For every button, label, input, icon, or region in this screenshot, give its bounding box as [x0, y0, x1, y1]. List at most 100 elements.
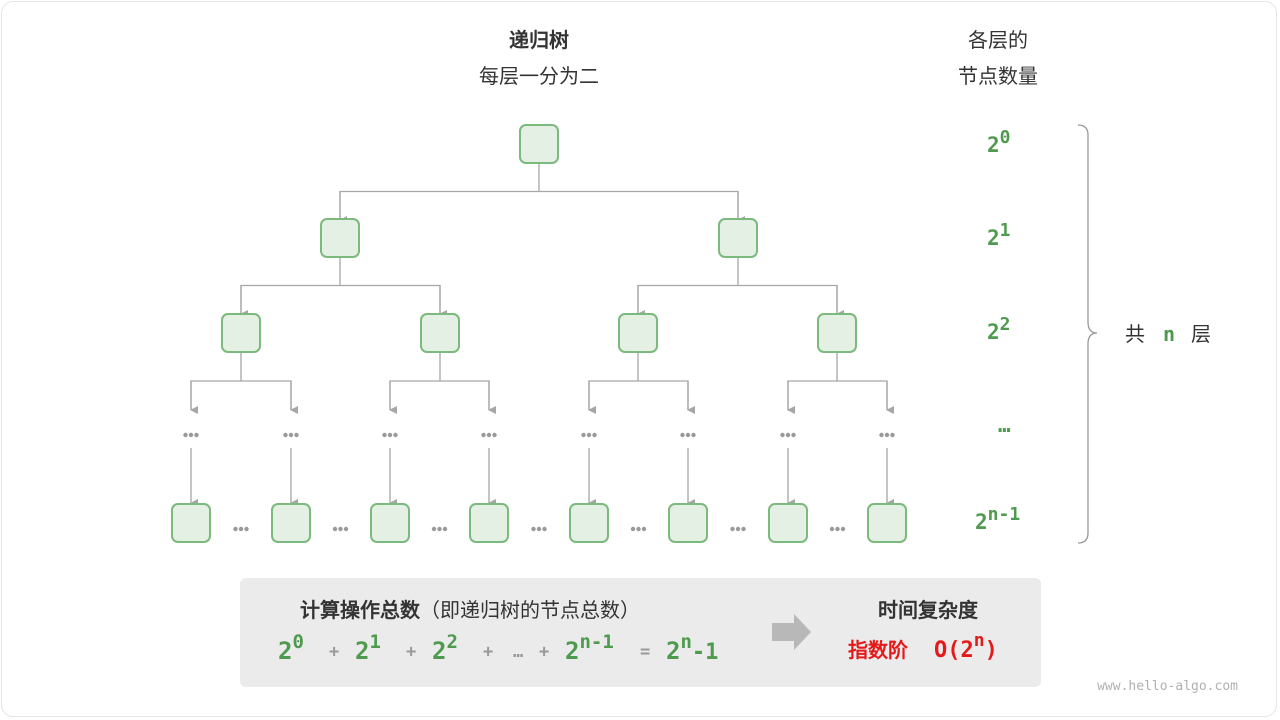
- level-count-label: 20: [987, 127, 1011, 157]
- ellipsis-icon: [890, 432, 895, 438]
- formula-operator: +: [483, 642, 493, 662]
- tree-edge: [389, 352, 490, 410]
- ellipsis-icon: [691, 432, 696, 438]
- tree-edge: [787, 352, 888, 410]
- ellipsis-icon: [536, 526, 542, 532]
- ellipsis-icon: [780, 432, 785, 438]
- formula-operator: =: [640, 642, 650, 662]
- ellipsis-icon: [238, 526, 244, 532]
- tree-node: [519, 124, 559, 164]
- level-count-label: 21: [987, 220, 1011, 250]
- layers-var: n: [1163, 322, 1175, 346]
- ellipsis-icon: [486, 432, 492, 438]
- ellipsis-icon: [542, 526, 547, 532]
- ellipsis-icon: [835, 526, 840, 532]
- tree-node: [320, 218, 360, 258]
- ellipsis-icon: [294, 432, 299, 438]
- level-count-label: 2n-1: [975, 504, 1020, 534]
- tree-node: [569, 503, 609, 543]
- ellipsis-icon: [288, 432, 294, 438]
- tree: [171, 124, 907, 543]
- formula-term: 22: [432, 631, 458, 665]
- formula-operator: +: [539, 642, 549, 662]
- level-count-label: …: [998, 413, 1011, 437]
- tree-node: [867, 503, 907, 543]
- summary-right-title: 时间复杂度: [878, 598, 979, 622]
- ellipsis-icon: [785, 432, 791, 438]
- summary-panel: [240, 578, 1041, 687]
- ellipsis-icon: [685, 432, 691, 438]
- ellipsis-icon: [829, 526, 835, 532]
- ellipsis-icon: [791, 432, 796, 438]
- tree-node: [618, 313, 658, 353]
- ellipsis-icon: [283, 432, 288, 438]
- arrow-right-icon: [772, 614, 811, 650]
- ellipsis-icon: [641, 526, 647, 532]
- tree-edge: [588, 352, 689, 410]
- ellipsis-icon: [884, 432, 890, 438]
- ellipsis-icon: [332, 526, 338, 532]
- tree-node: [370, 503, 410, 543]
- ellipsis-icon: [879, 432, 884, 438]
- ellipsis-icon: [630, 526, 636, 532]
- tree-node: [171, 503, 211, 543]
- ellipsis-icon: [393, 432, 398, 438]
- ellipsis-icon: [636, 526, 641, 532]
- tree-node: [271, 503, 311, 543]
- formula-operator: …: [513, 642, 523, 662]
- level-count-label: 22: [987, 314, 1011, 344]
- ellipsis-icon: [531, 526, 536, 532]
- level-count-labels: 20 21 22 … 2n-1: [975, 127, 1020, 534]
- ellipsis-icon: [840, 526, 846, 532]
- ellipsis-icon: [492, 432, 497, 438]
- ellipsis-icon: [680, 432, 685, 438]
- complexity-name: 指数阶: [848, 638, 909, 662]
- formula-term: 20: [278, 631, 304, 665]
- tree-edge: [637, 257, 838, 314]
- watermark: www.hello-algo.com: [1097, 679, 1238, 694]
- ellipsis-icon: [730, 526, 735, 532]
- ellipsis-icon: [338, 526, 343, 532]
- formula-operator: +: [406, 642, 416, 662]
- ellipsis-icon: [387, 432, 393, 438]
- tree-node: [221, 313, 261, 353]
- formula-term: 2n-1: [666, 631, 718, 665]
- tree-node: [718, 218, 758, 258]
- ellipsis-icon: [437, 526, 442, 532]
- ellipsis-icon: [741, 526, 746, 532]
- brace-icon: [1077, 124, 1098, 544]
- ellipsis-icon: [586, 432, 592, 438]
- ellipsis-icon: [188, 432, 194, 438]
- formula-operator: +: [329, 642, 339, 662]
- ellipsis-icon: [431, 526, 437, 532]
- tree-node: [668, 503, 708, 543]
- formula-term: 21: [355, 631, 381, 665]
- tree-edge: [240, 257, 441, 314]
- ellipsis-icon: [592, 432, 597, 438]
- ellipsis-icon: [382, 432, 387, 438]
- layers-suffix: 层: [1191, 322, 1211, 346]
- tree-edge: [190, 352, 292, 410]
- ellipsis-icon: [343, 526, 349, 532]
- ellipsis-icon: [233, 526, 238, 532]
- tree-node: [420, 313, 460, 353]
- tree-edge: [339, 163, 739, 220]
- layers-prefix: 共: [1125, 322, 1145, 346]
- ellipsis-icon: [194, 432, 199, 438]
- ellipsis-icon: [735, 526, 741, 532]
- subtitle: 每层一分为二: [479, 64, 599, 88]
- ellipsis-icon: [442, 526, 448, 532]
- summary-left-title: 计算操作总数（即递归树的节点总数）: [300, 598, 640, 622]
- formula-term: 2n-1: [565, 631, 614, 665]
- ellipsis-icon: [481, 432, 486, 438]
- count-header-line2: 节点数量: [958, 64, 1038, 88]
- ellipsis-icon: [581, 432, 586, 438]
- tree-node: [817, 313, 857, 353]
- title: 递归树: [509, 28, 569, 52]
- ellipsis-icon: [244, 526, 249, 532]
- ellipsis-icon: [183, 432, 188, 438]
- tree-node: [469, 503, 509, 543]
- tree-node: [768, 503, 808, 543]
